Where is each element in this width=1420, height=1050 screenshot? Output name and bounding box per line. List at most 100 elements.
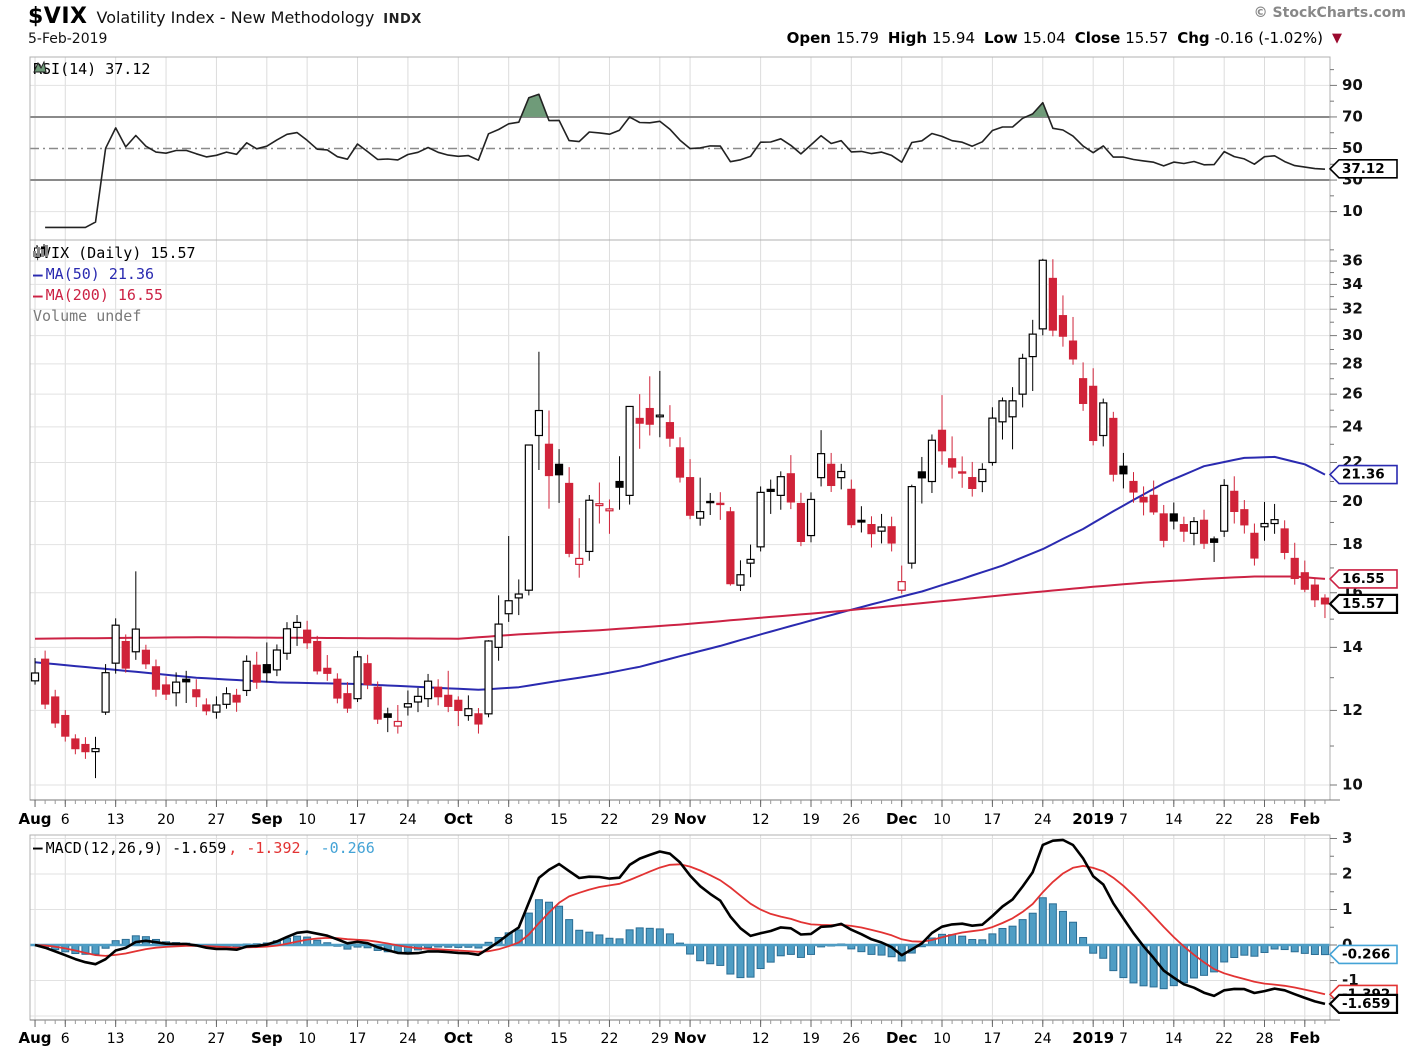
svg-text:8: 8 — [504, 1031, 513, 1047]
high-label: High — [887, 29, 928, 47]
ma50-line-icon: — — [33, 264, 43, 284]
svg-text:26: 26 — [842, 1031, 860, 1047]
low-value: 15.04 — [1022, 29, 1066, 47]
ma50-legend: — MA(50) 21.36 — [33, 264, 196, 284]
svg-text:-1: -1 — [1342, 971, 1359, 989]
volume-legend-label: Volume undef — [33, 307, 142, 325]
svg-text:24: 24 — [1034, 812, 1052, 828]
svg-text:10: 10 — [933, 812, 951, 828]
svg-text:30: 30 — [1342, 326, 1363, 344]
svg-text:-0.266: -0.266 — [1342, 946, 1390, 962]
svg-text:24: 24 — [1034, 1031, 1052, 1047]
svg-text:12: 12 — [752, 812, 770, 828]
svg-text:Dec: Dec — [886, 810, 918, 828]
svg-text:10: 10 — [298, 1031, 316, 1047]
svg-text:16.55: 16.55 — [1342, 571, 1385, 587]
svg-text:2019: 2019 — [1072, 810, 1114, 828]
ma200-legend: — MA(200) 16.55 — [33, 285, 196, 305]
ohlc-quote-row: Open 15.79 High 15.94 Low 15.04 Close 15.57 … — [787, 29, 1342, 47]
low-label: Low — [984, 29, 1018, 47]
svg-text:26: 26 — [1342, 385, 1363, 403]
svg-text:Oct: Oct — [444, 810, 473, 828]
svg-text:14: 14 — [1342, 638, 1363, 656]
svg-text:20: 20 — [157, 812, 175, 828]
svg-text:27: 27 — [208, 812, 226, 828]
svg-text:-1.659: -1.659 — [1342, 996, 1390, 1012]
svg-text:10: 10 — [933, 1031, 951, 1047]
chg-label: Chg — [1177, 29, 1210, 47]
macd-legend: — MACD(12,26,9) -1.659 , -1.392 , -0.266 — [33, 838, 375, 857]
svg-text:70: 70 — [1342, 107, 1363, 125]
svg-text:28: 28 — [1256, 812, 1274, 828]
svg-text:8: 8 — [504, 812, 513, 828]
svg-text:24: 24 — [1342, 417, 1363, 435]
open-value: 15.79 — [835, 29, 879, 47]
svg-text:Nov: Nov — [674, 1029, 707, 1047]
svg-text:3: 3 — [1342, 829, 1352, 847]
svg-text:90: 90 — [1342, 76, 1363, 94]
svg-text:2019: 2019 — [1072, 1029, 1114, 1047]
symbol-legend-label: $VIX (Daily) 15.57 — [33, 244, 196, 262]
svg-text:7: 7 — [1119, 812, 1128, 828]
svg-text:32: 32 — [1342, 300, 1363, 318]
svg-text:19: 19 — [802, 812, 820, 828]
macd-line-icon: — — [33, 838, 43, 857]
symbol-label: $VIX — [28, 4, 88, 29]
svg-text:29: 29 — [651, 1031, 669, 1047]
svg-text:22: 22 — [601, 812, 619, 828]
svg-text:17: 17 — [349, 1031, 367, 1047]
svg-text:Sep: Sep — [251, 1029, 283, 1047]
svg-text:0: 0 — [1342, 936, 1352, 954]
svg-text:15.57: 15.57 — [1342, 596, 1385, 612]
svg-text:2: 2 — [1342, 865, 1352, 883]
macd-signal-legend-label: , -1.392 — [228, 838, 301, 857]
svg-text:26: 26 — [842, 812, 860, 828]
svg-text:10: 10 — [1342, 202, 1363, 220]
exchange-label: INDX — [383, 12, 422, 27]
svg-text:12: 12 — [1342, 701, 1363, 719]
svg-text:Oct: Oct — [444, 1029, 473, 1047]
svg-text:12: 12 — [752, 1031, 770, 1047]
svg-text:24: 24 — [399, 812, 417, 828]
svg-text:28: 28 — [1342, 354, 1363, 372]
chg-value: -0.16 (-1.02%) — [1214, 29, 1323, 47]
svg-text:10: 10 — [298, 812, 316, 828]
svg-text:20: 20 — [157, 1031, 175, 1047]
close-value: 15.57 — [1125, 29, 1169, 47]
svg-text:22: 22 — [1215, 812, 1233, 828]
svg-text:19: 19 — [802, 1031, 820, 1047]
macd-hist-legend-label: , -0.266 — [302, 838, 375, 857]
rsi-area-icon — [33, 60, 47, 73]
svg-text:Sep: Sep — [251, 810, 283, 828]
volume-legend: Volume undef — [33, 245, 196, 325]
svg-text:15: 15 — [550, 1031, 568, 1047]
volume-bars-icon — [33, 245, 48, 257]
svg-text:28: 28 — [1256, 1031, 1274, 1047]
svg-text:7: 7 — [1119, 1031, 1128, 1047]
ma200-line-icon: — — [33, 285, 43, 305]
svg-text:13: 13 — [107, 1031, 125, 1047]
main-legend-block: $VIX (Daily) 15.57 — MA(50) 21.36 — MA(2… — [33, 244, 196, 328]
chart-title: Volatility Index - New Methodology — [96, 8, 375, 27]
svg-text:15: 15 — [550, 812, 568, 828]
svg-text:20: 20 — [1342, 492, 1363, 510]
svg-text:Aug: Aug — [19, 1029, 52, 1047]
svg-text:29: 29 — [651, 812, 669, 828]
svg-text:21.36: 21.36 — [1342, 467, 1385, 483]
svg-text:22: 22 — [601, 1031, 619, 1047]
macd-legend-label: MACD(12,26,9) -1.659 — [45, 838, 227, 857]
ma200-legend-label: MA(200) 16.55 — [45, 286, 164, 304]
svg-text:37.12: 37.12 — [1342, 161, 1385, 177]
svg-text:17: 17 — [349, 812, 367, 828]
svg-text:18: 18 — [1342, 535, 1363, 553]
svg-text:Nov: Nov — [674, 810, 707, 828]
rsi-legend-label: RSI(14) 37.12 — [33, 60, 151, 78]
change-down-triangle-icon: ▼ — [1332, 31, 1342, 46]
svg-text:10: 10 — [1342, 776, 1363, 794]
svg-text:50: 50 — [1342, 139, 1363, 157]
stockcharts-credit: © StockCharts.com — [1253, 5, 1406, 21]
svg-text:13: 13 — [107, 812, 125, 828]
svg-text:24: 24 — [399, 1031, 417, 1047]
svg-text:1: 1 — [1342, 900, 1352, 918]
